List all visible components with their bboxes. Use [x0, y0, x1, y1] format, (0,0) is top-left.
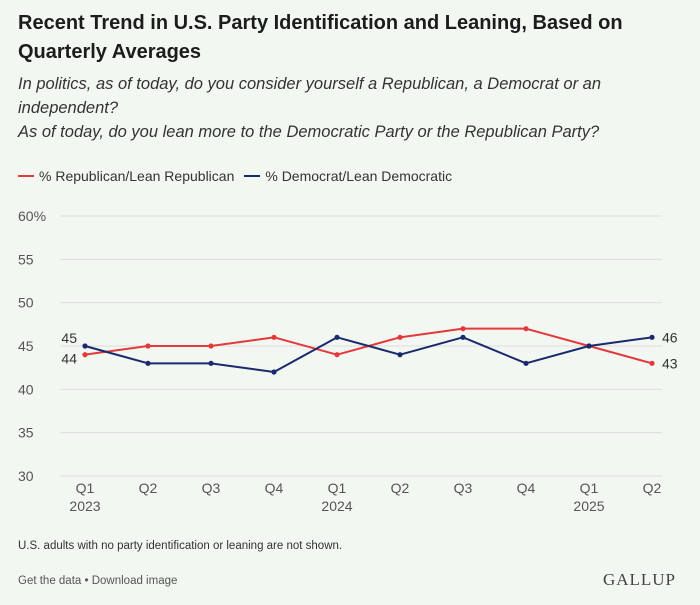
legend-label-republican: % Republican/Lean Republican — [39, 168, 235, 184]
line-chart: 60% 55 50 45 40 35 30 Q1 2023 Q2 Q3 Q4 Q1 2024 Q2 Q3 Q4 Q… — [18, 208, 678, 514]
data-point-democrat — [460, 334, 466, 340]
x-tick-label: Q2 — [139, 480, 158, 496]
x-year-label: 2025 — [573, 498, 604, 514]
data-point-republican — [460, 326, 466, 332]
gallup-logo: GALLUP — [602, 570, 676, 589]
data-point-republican — [271, 334, 277, 340]
data-point-democrat — [208, 360, 214, 366]
y-tick-label: 40 — [18, 381, 34, 397]
data-point-democrat — [271, 369, 277, 375]
y-tick-label: 45 — [18, 338, 34, 354]
data-point-democrat — [397, 352, 403, 358]
data-point-democrat — [523, 360, 529, 366]
x-tick-label: Q1 — [76, 480, 95, 496]
data-label: 43 — [662, 355, 678, 371]
y-tick-label: 55 — [18, 251, 34, 267]
x-tick-label: Q2 — [643, 480, 662, 496]
x-tick-label: Q3 — [454, 480, 473, 496]
y-tick-label: 60% — [18, 208, 46, 224]
chart-note: U.S. adults with no party identification… — [18, 540, 343, 552]
data-point-republican — [397, 334, 403, 340]
data-point-democrat — [334, 334, 340, 340]
chart-subtitle: In politics, as of today, do you conside… — [18, 72, 678, 144]
subtitle-question-2: As of today, do you lean more to the Dem… — [18, 123, 600, 141]
x-year-label: 2024 — [321, 498, 352, 514]
y-tick-label: 50 — [18, 295, 34, 311]
x-tick-label: Q1 — [328, 480, 347, 496]
data-point-republican — [334, 352, 340, 358]
legend-swatch-democrat — [244, 175, 261, 177]
data-point-democrat — [649, 334, 655, 340]
data-label: 45 — [61, 330, 77, 346]
legend-label-democrat: % Democrat/Lean Democratic — [265, 168, 453, 184]
footer-separator: • — [81, 575, 92, 587]
data-point-democrat — [82, 343, 88, 349]
download-image-link[interactable]: Download image — [91, 575, 178, 587]
data-point-democrat — [586, 343, 592, 349]
legend-swatch-republican — [18, 175, 34, 177]
data-point-republican — [649, 360, 655, 366]
x-tick-label: Q2 — [391, 480, 410, 496]
x-tick-label: Q4 — [517, 480, 536, 496]
legend-item-republican: % Republican/Lean Republican — [18, 168, 234, 184]
y-tick-label: 35 — [18, 425, 34, 441]
subtitle-question-1: In politics, as of today, do you conside… — [18, 75, 602, 117]
data-point-democrat — [145, 360, 151, 366]
data-point-republican — [208, 343, 214, 349]
footer-links: Get the data • Download image — [18, 575, 177, 587]
data-point-republican — [523, 326, 529, 332]
x-tick-label: Q4 — [265, 480, 284, 496]
get-data-link[interactable]: Get the data — [18, 575, 82, 587]
data-label: 44 — [61, 351, 77, 367]
chart-title: Recent Trend in U.S. Party Identificatio… — [18, 12, 623, 63]
x-year-label: 2023 — [69, 498, 100, 514]
legend-item-democrat: % Democrat/Lean Democratic — [244, 168, 452, 184]
chart-legend: % Republican/Lean Republican % Democrat/… — [18, 168, 452, 184]
x-tick-label: Q1 — [580, 480, 599, 496]
series-line-democrat — [84, 336, 653, 373]
data-label: 46 — [662, 329, 678, 345]
data-point-republican — [82, 352, 88, 358]
data-point-republican — [145, 343, 151, 349]
y-tick-label: 30 — [18, 468, 34, 484]
x-tick-label: Q3 — [202, 480, 221, 496]
